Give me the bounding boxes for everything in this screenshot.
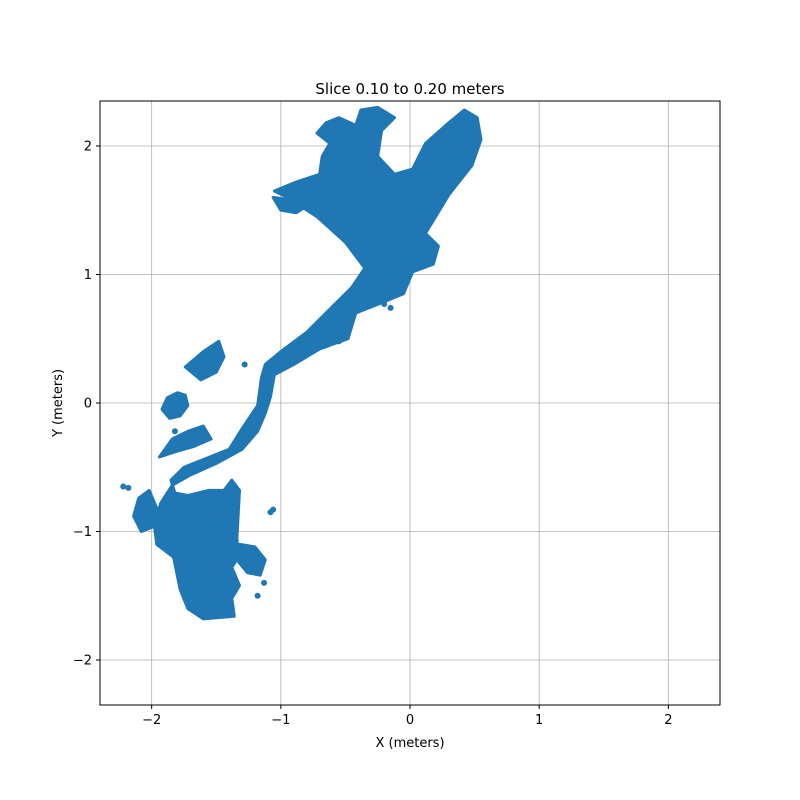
x-tick-label: 1 [535,713,543,728]
y-tick-label: 2 [84,139,92,154]
x-tick-label: 0 [406,713,414,728]
point-cloud-region [160,391,190,420]
y-axis-label: Y (meters) [51,369,66,438]
x-tick-label: −2 [142,713,161,728]
point-cloud-region [152,105,483,621]
data-point [125,484,132,491]
data-point [241,361,248,368]
data-point [171,428,178,435]
data-point [120,483,127,490]
point-cloud-region [235,542,267,577]
data-point [335,338,342,345]
data-point [223,502,230,509]
point-cloud-region [132,488,159,533]
x-tick-label: 2 [664,713,672,728]
y-tick-label: 0 [84,397,92,412]
data-point [430,240,437,247]
grid-lines [100,101,720,705]
point-cloud-region [271,195,306,215]
data-point [254,592,261,599]
axis-ticks: −2 −1 0 1 2 −2 −1 0 1 2 [73,139,673,728]
data-point [381,301,388,308]
x-tick-label: −1 [271,713,290,728]
data-point [261,579,268,586]
point-cloud-region [183,339,226,382]
y-tick-label: −1 [73,525,92,540]
y-tick-label: 1 [84,268,92,283]
point-cloud-region [369,249,399,276]
point-cloud-region [157,424,213,459]
data-point [387,304,394,311]
chart-title: Slice 0.10 to 0.20 meters [315,80,504,98]
data-marks [120,105,483,621]
data-point [267,509,274,516]
x-axis-label: X (meters) [375,736,444,751]
y-tick-label: −2 [73,654,92,669]
